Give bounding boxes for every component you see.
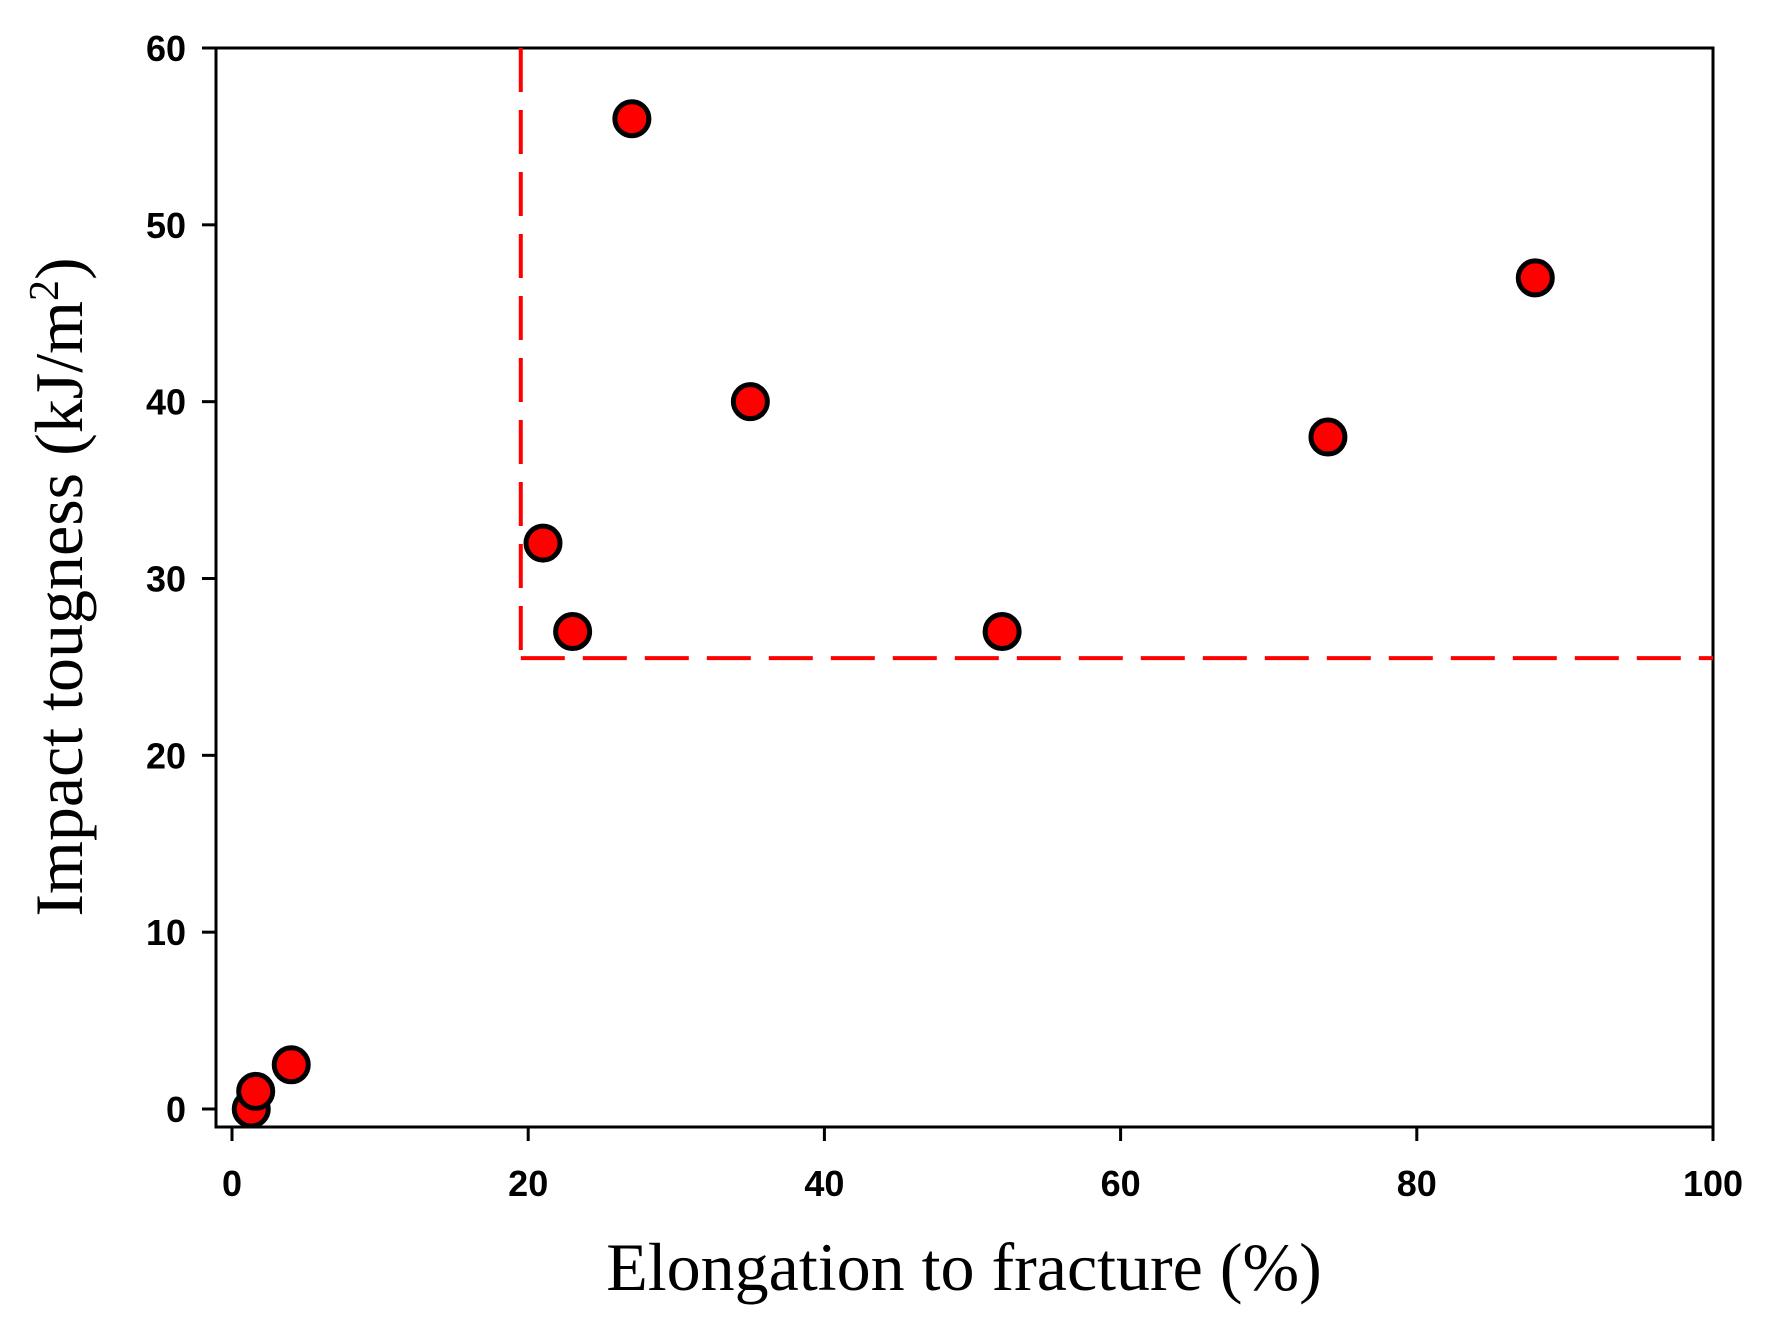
data-point <box>612 99 652 139</box>
data-point <box>271 1045 311 1085</box>
y-tick-label: 30 <box>146 559 186 600</box>
y-tick-label: 20 <box>146 735 186 776</box>
data-point <box>553 612 593 652</box>
threshold-guides <box>518 48 1713 661</box>
data-point <box>1308 417 1348 457</box>
y-tick-label: 0 <box>166 1089 186 1130</box>
x-tick-label: 40 <box>804 1163 844 1204</box>
data-points <box>231 99 1555 1129</box>
y-axis-ticks: 0 10 20 30 40 50 60 <box>146 28 216 1130</box>
y-axis-title-close: ) <box>21 257 97 280</box>
data-point <box>523 523 563 563</box>
x-tick-label: 80 <box>1397 1163 1437 1204</box>
y-axis-title: Impact tougness (kJ/m2) <box>21 257 97 916</box>
data-point <box>236 1071 276 1111</box>
data-point <box>730 382 770 422</box>
y-tick-label: 10 <box>146 912 186 953</box>
x-tick-label: 100 <box>1683 1163 1743 1204</box>
y-tick-label: 60 <box>146 28 186 69</box>
y-axis-title-main: Impact tougness (kJ/m <box>21 301 97 917</box>
x-tick-label: 60 <box>1101 1163 1141 1204</box>
x-tick-label: 20 <box>508 1163 548 1204</box>
y-tick-label: 50 <box>146 205 186 246</box>
plot-frame <box>214 46 1715 1129</box>
y-tick-label: 40 <box>146 382 186 423</box>
data-point <box>982 612 1022 652</box>
data-point <box>1515 258 1555 298</box>
x-tick-label: 0 <box>222 1163 242 1204</box>
x-axis-title: Elongation to fracture (%) <box>606 1229 1322 1305</box>
x-axis-ticks: 0 20 40 60 80 100 <box>222 1127 1743 1204</box>
y-axis-title-sup: 2 <box>22 280 68 301</box>
